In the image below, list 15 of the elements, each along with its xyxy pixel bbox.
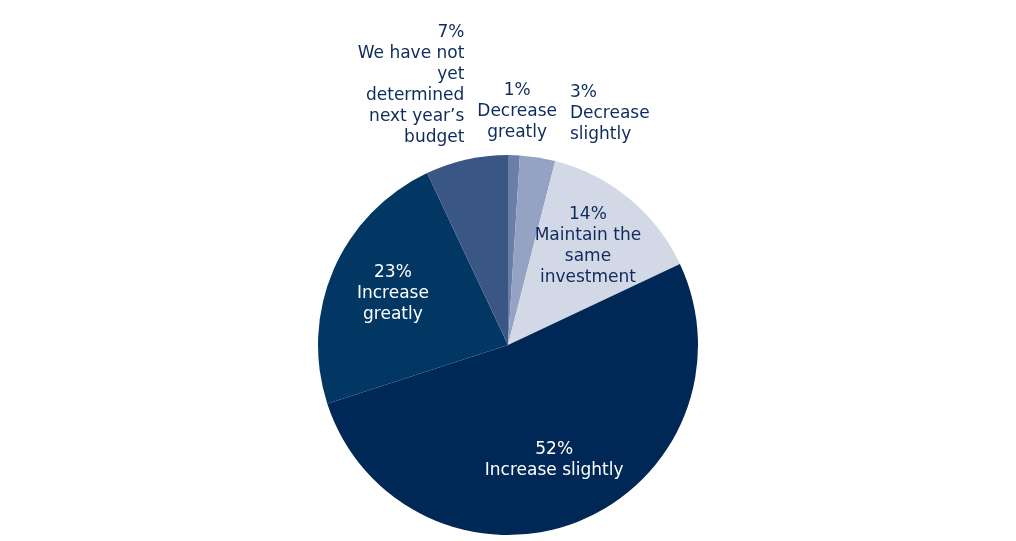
data-label: 52% [535, 437, 574, 458]
data-label: 3% [569, 81, 597, 102]
data-label: 23% [374, 260, 412, 281]
pie-slice [318, 173, 508, 404]
pie-slice [427, 155, 508, 345]
data-label: 1% [503, 79, 531, 100]
pie-slice [327, 264, 698, 535]
data-label: 14% [569, 203, 607, 224]
slice-label: Maintain the same investment [534, 224, 642, 287]
slice-label: Increase greatly [356, 281, 429, 323]
slice-label: We have not yet determined next year’s budget [357, 41, 465, 146]
data-label: 7% [437, 20, 465, 41]
slice-label: Decrease greatly [477, 100, 558, 142]
slice-label: Increase slightly [484, 458, 624, 479]
slice-label: Decrease slightly [569, 102, 650, 144]
